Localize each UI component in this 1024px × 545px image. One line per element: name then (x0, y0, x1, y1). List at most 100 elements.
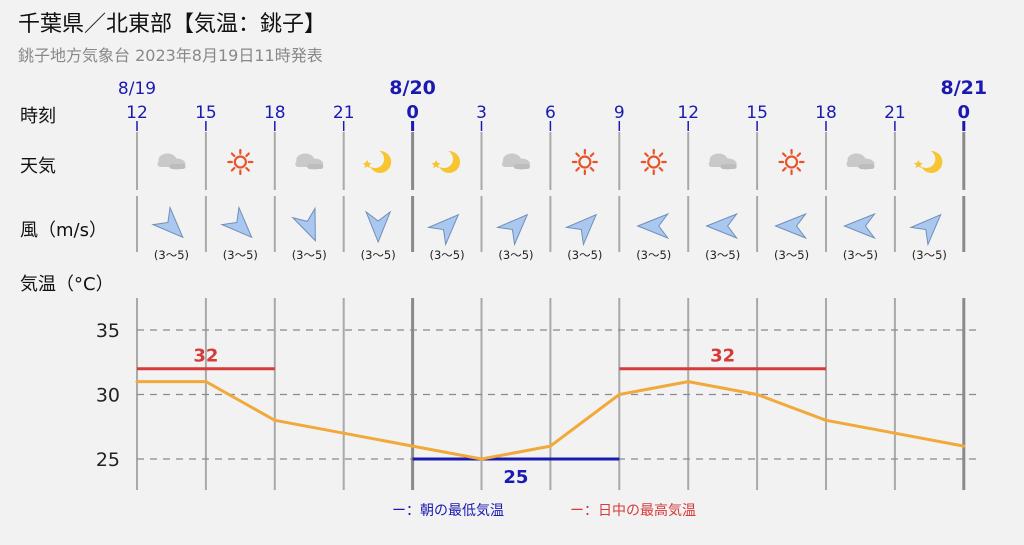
sun-ray (781, 152, 787, 158)
sun-ray (658, 166, 664, 172)
max-temp-label: 32 (193, 346, 218, 367)
wind-arrow-icon (291, 206, 316, 243)
wind-arrow-shape (291, 206, 316, 243)
wind-arrow-icon (843, 212, 876, 240)
wind-arrow-icon (495, 213, 529, 247)
wind-speed-label: (3～5) (223, 248, 258, 262)
hour-label: 0 (406, 102, 419, 123)
temperature-point (962, 444, 966, 448)
temperature-point (273, 418, 277, 422)
wind-arrow-icon (705, 212, 739, 240)
sun-disc (233, 155, 247, 169)
row-label-weather: 天気 (20, 156, 56, 177)
wind-arrow-icon (636, 212, 670, 240)
hour-label: 0 (958, 102, 971, 123)
y-tick-label: 35 (96, 320, 120, 342)
wind-speed-label: (3～5) (636, 248, 671, 262)
sun-ray (589, 166, 595, 172)
sun-ray (245, 152, 250, 158)
page-title: 千葉県／北東部【気温：銚子】 (18, 12, 327, 37)
cloud-part (307, 164, 324, 169)
temperature-point (480, 457, 483, 461)
issued-by-subtitle: 銚子地方気象台 2023年8月19日11時発表 (18, 46, 323, 65)
wind-arrow-shape (365, 210, 392, 244)
wind-arrow-shape (564, 213, 598, 247)
cloud-part (858, 164, 875, 169)
hour-label: 21 (884, 103, 906, 123)
row-label-wind: 風（m/s） (20, 220, 107, 241)
y-tick-label: 30 (96, 385, 120, 407)
sun-ray (796, 166, 802, 172)
wind-speed-label: (3～5) (498, 248, 533, 262)
wind-arrow-shape (843, 212, 876, 240)
sun-disc (578, 155, 592, 169)
wind-speed-label: (3～5) (567, 248, 602, 262)
legend-min-temp: ー：朝の最低気温 (392, 503, 504, 519)
sun-icon (778, 148, 805, 176)
hour-label: 15 (195, 103, 217, 123)
hour-label: 3 (476, 103, 487, 123)
cloud-icon (295, 153, 324, 170)
temperature-point (686, 380, 690, 384)
moon-star (913, 160, 923, 169)
sun-icon (227, 148, 254, 176)
temperature-chart: 35 30 25 32 32 25 (96, 320, 978, 488)
sun-ray (796, 152, 802, 158)
wind-speed-label: (3～5) (774, 248, 809, 262)
wind-arrow-shape (151, 205, 184, 239)
row-label-temp: 気温（°C） (20, 274, 114, 295)
temperature-point (824, 418, 828, 422)
hour-label: 6 (545, 103, 556, 123)
moon-star (362, 160, 372, 169)
hour-label: 21 (333, 103, 355, 123)
sun-ray (589, 152, 595, 158)
sun-ray (575, 166, 580, 172)
cloud-icon (501, 153, 530, 170)
sun-ray (230, 152, 236, 158)
wind-arrow-shape (909, 213, 942, 247)
wind-arrow-shape (220, 205, 253, 239)
temperature-point (135, 380, 139, 384)
hour-label: 18 (264, 103, 286, 123)
sun-ray (658, 152, 664, 158)
temperature-point (548, 444, 552, 448)
wind-arrow-shape (636, 212, 670, 240)
wind-arrow-icon (774, 212, 808, 240)
wind-speed-label: (3～5) (429, 248, 464, 262)
moon-icon (913, 150, 943, 173)
sun-ray (575, 152, 580, 158)
hour-label: 12 (126, 103, 148, 123)
cloud-part (169, 164, 186, 169)
moon-star (431, 160, 441, 169)
sun-disc (647, 155, 661, 169)
temperature-point (893, 431, 897, 435)
wind-arrow-icon (909, 213, 942, 247)
sun-icon (571, 148, 598, 176)
hour-label: 12 (677, 103, 699, 123)
chart-legend: ー：朝の最低気温 ー：日中の最高気温 (392, 502, 696, 519)
sun-ray (230, 166, 236, 172)
legend-max-temp: ー：日中の最高気温 (570, 502, 696, 519)
temperature-point (617, 393, 621, 396)
hour-label: 9 (614, 103, 625, 123)
wind-arrow-shape (705, 212, 739, 240)
wind-arrow-shape (495, 213, 529, 247)
weather-row (157, 148, 943, 176)
y-tick-label: 25 (96, 449, 120, 471)
cloud-part (513, 164, 530, 169)
wind-speed-label: (3～5) (154, 248, 189, 262)
cloud-icon (157, 153, 186, 170)
moon-icon (362, 150, 392, 173)
wind-arrow-icon (426, 213, 460, 247)
sun-ray (644, 152, 649, 158)
wind-arrow-icon (151, 205, 184, 239)
wind-arrow-icon (564, 213, 598, 247)
wind-row: (3～5) (3～5) (3～5) (3～5) (3～5) (3～5) (3～5) (3～5)… (151, 205, 947, 262)
temperature-point (411, 444, 415, 448)
row-label-time: 時刻 (20, 106, 56, 127)
hour-label: 18 (815, 103, 837, 123)
time-header-row: 8/19 12 15 18 21 8/20 0 3 6 9 12 15 18 21 8/21 0 (118, 77, 987, 131)
column-grid (136, 132, 966, 490)
max-temp-label: 32 (710, 346, 735, 367)
